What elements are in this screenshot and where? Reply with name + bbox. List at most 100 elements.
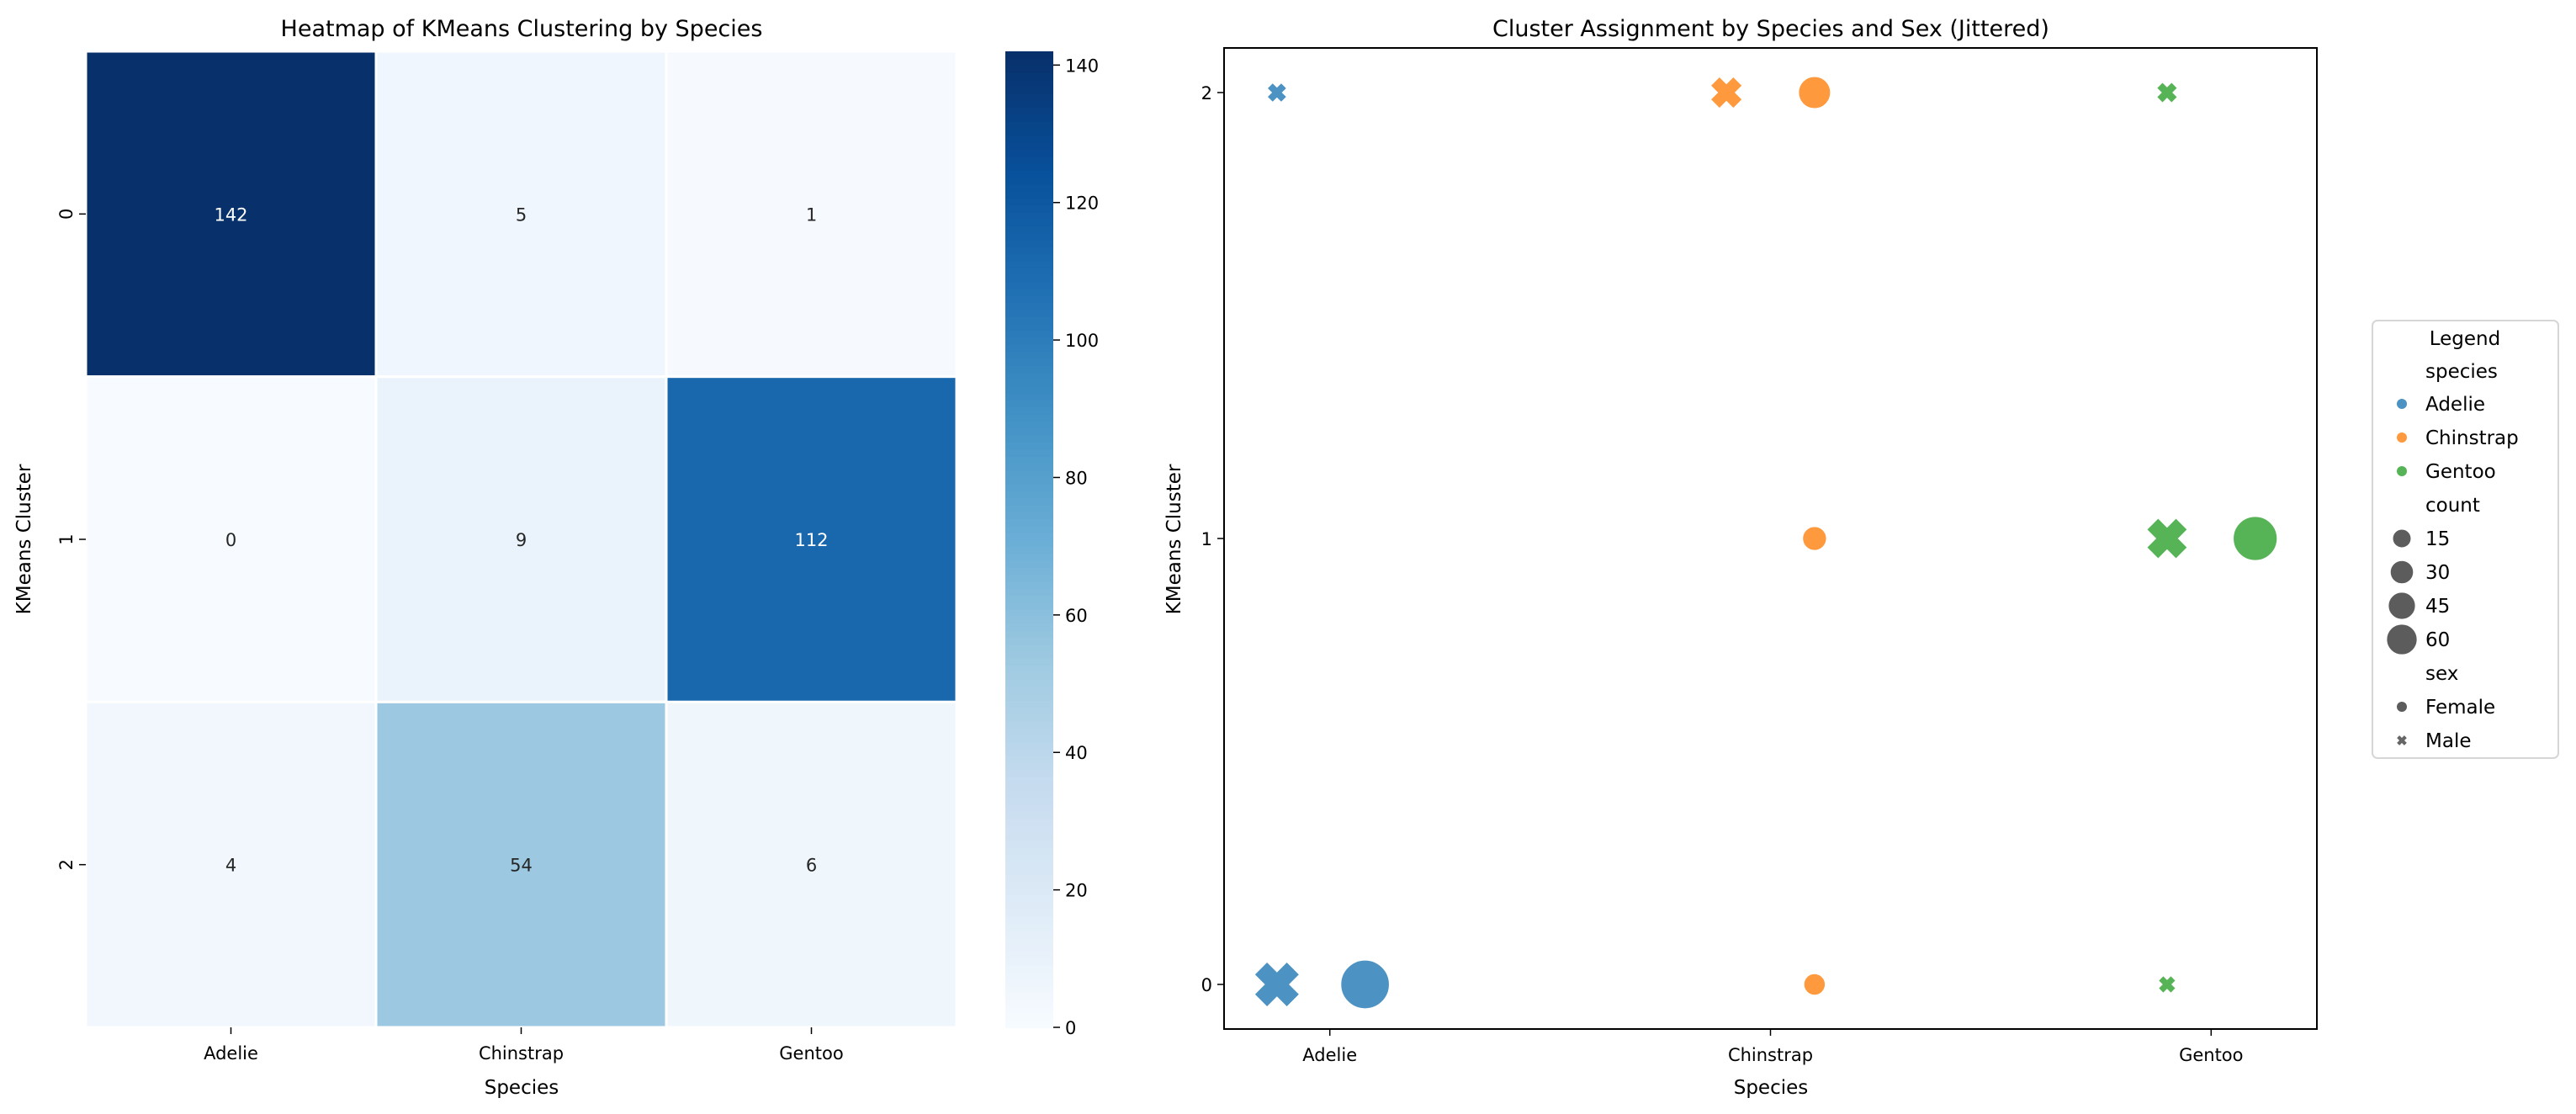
colorbar-segment [1005,483,1053,491]
colorbar-segment [1005,608,1053,618]
colorbar-segment [1005,985,1053,994]
colorbar-segment [1005,567,1053,576]
colorbar-segment [1005,769,1053,777]
colorbar-segment [1005,650,1053,659]
colorbar-segment [1005,665,1053,673]
legend: Legend species Adelie Chinstrap Gentoo count 1… [2372,320,2559,759]
legend-size-marker [2389,560,2414,585]
colorbar-segment [1005,657,1053,666]
colorbar-segment [1005,525,1053,533]
colorbar-segment [1005,497,1053,506]
legend-species-marker [2397,399,2407,409]
colorbar-segment [1005,588,1053,597]
colorbar-segment [1005,406,1053,415]
colorbar-segment [1005,469,1053,478]
colorbar-segment [1005,797,1053,805]
colorbar-segment [1005,58,1053,66]
legend-species-marker [2397,432,2407,443]
colorbar-segment [1005,692,1053,701]
colorbar-segment [1005,553,1053,561]
colorbar-segment [1005,581,1053,589]
scatter-point-female [1340,959,1390,1010]
colorbar-segment [1005,316,1053,325]
colorbar-segment [1005,999,1053,1008]
colorbar-segment [1005,1020,1053,1028]
colorbar-segment [1005,713,1053,722]
colorbar-segment [1005,79,1053,88]
scatter-xlabel: Species [1734,1077,1809,1099]
colorbar-segment [1005,232,1053,241]
colorbar-segment [1005,832,1053,841]
colorbar-segment [1005,274,1053,283]
y-tick-label: 1 [1201,529,1212,549]
x-tick-label: Chinstrap [1728,1045,1813,1065]
colorbar-segment [1005,295,1053,304]
y-tick-label: 0 [56,209,77,220]
scatter-point-male [2155,82,2178,103]
scatter-point-male [1266,82,1288,103]
heatmap-cell [665,375,958,703]
x-tick-label: Chinstrap [479,1043,564,1064]
colorbar-segment [1005,839,1053,847]
cell-value-label: 6 [806,856,817,876]
scatter-point-male [1254,961,1301,1008]
colorbar-segment [1005,616,1053,624]
colorbar-segment [1005,699,1053,708]
cell-value-label: 142 [214,204,247,225]
colorbar-segment [1005,427,1053,436]
colorbar-segment [1005,881,1053,889]
cell-value-label: 112 [794,530,828,550]
cell-value-label: 1 [806,204,817,225]
colorbar-tick-label: 100 [1065,331,1099,351]
legend-header-species: species [2425,361,2498,383]
colorbar-segment [1005,100,1053,109]
colorbar-segment [1005,686,1053,694]
colorbar-segment [1005,741,1053,750]
legend-female-marker [2397,702,2407,712]
colorbar-segment [1005,218,1053,227]
heatmap-title: Heatmap of KMeans Clustering by Species [281,16,763,42]
colorbar-segment [1005,888,1053,896]
colorbar-segment [1005,546,1053,554]
colorbar-segment [1005,93,1053,101]
cell-value-label: 9 [516,530,527,550]
colorbar-segment [1005,421,1053,429]
colorbar-segment [1005,811,1053,820]
colorbar-tick-label: 40 [1065,743,1088,763]
colorbar-segment [1005,964,1053,973]
scatter-point-female [1798,76,1831,109]
colorbar-segment [1005,790,1053,798]
legend-count-label: 15 [2425,528,2450,550]
heatmap-cell [84,375,378,703]
colorbar-segment [1005,776,1053,784]
colorbar-segment [1005,852,1053,862]
colorbar-segment [1005,385,1053,394]
x-tick-label: Gentoo [779,1043,843,1064]
colorbar-segment [1005,288,1053,296]
colorbar-segment [1005,107,1053,115]
colorbar-segment [1005,198,1053,206]
colorbar-segment [1005,364,1053,374]
x-tick-label: Adelie [1302,1045,1357,1065]
cell-value-label: 4 [225,856,236,876]
colorbar-segment [1005,930,1053,938]
legend-count-label: 60 [2425,629,2450,651]
scatter-point-female [1803,973,1826,996]
legend-sex-label: Male [2425,730,2471,752]
colorbar-segment [1005,379,1053,387]
colorbar-tick-label: 120 [1065,194,1099,214]
legend-size-marker [2388,591,2416,620]
colorbar-segment [1005,958,1053,966]
colorbar-segment [1005,901,1053,910]
colorbar-segment [1005,344,1053,353]
colorbar-segment [1005,253,1053,262]
colorbar-segment [1005,637,1053,645]
colorbar-segment [1005,239,1053,247]
scatter-axes [1223,47,2318,1030]
legend-size-marker [2386,623,2418,655]
colorbar-segment [1005,539,1053,548]
colorbar-segment [1005,323,1053,332]
colorbar-segment [1005,574,1053,582]
colorbar-segment [1005,476,1053,485]
colorbar-tick-label: 60 [1065,606,1088,626]
